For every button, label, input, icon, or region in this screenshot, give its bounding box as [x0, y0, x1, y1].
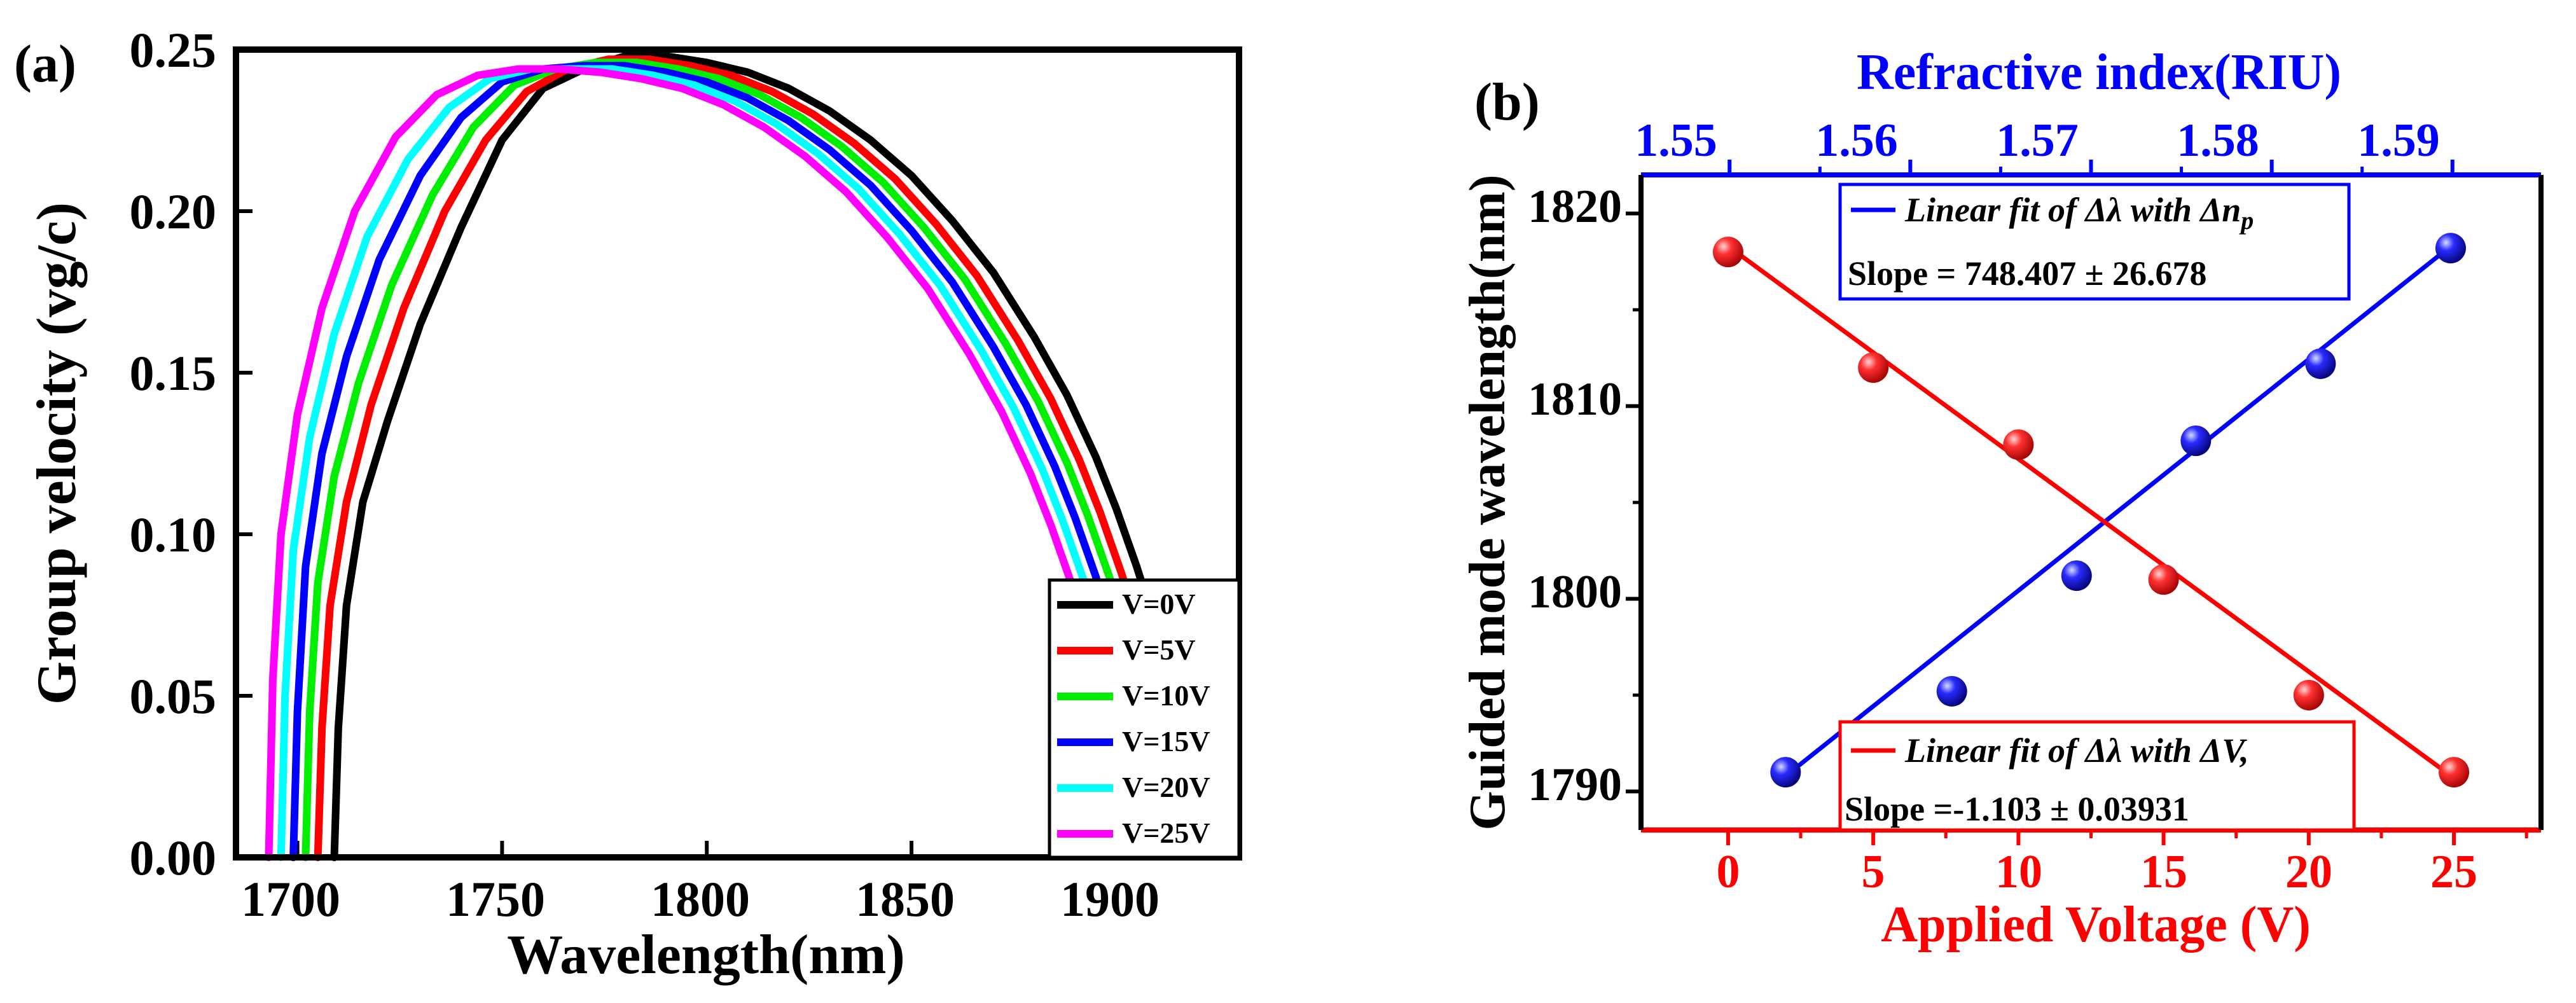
panel-a-label: (a): [14, 34, 76, 93]
x-tick-label: 15: [2140, 846, 2187, 898]
y-tick-label: 0.05: [130, 668, 217, 724]
legend-entry: V=20V: [1122, 771, 1210, 803]
panel-b-points: [1712, 233, 2470, 788]
panel-a-ticks: [236, 48, 1118, 859]
x-tick-label: 0: [1717, 846, 1740, 898]
legend: V=0V V=5V V=10V V=15V V=20V V=25V: [1048, 578, 1241, 859]
y-tick-label: 1790: [1528, 759, 1622, 811]
data-point-index: [2180, 425, 2212, 457]
panel-a-x-tick-labels: 1700 1750 1800 1850 1900: [241, 871, 1160, 927]
panel-a-y-tick-labels: 0.00 0.05 0.10 0.15 0.20 0.25: [130, 22, 217, 885]
x-tick-label: 5: [1862, 846, 1885, 898]
panel-a-curves: [265, 52, 1161, 861]
fit-legend-label: Linear fit of Δλ with Δnp: [1904, 191, 2254, 235]
x-tick-label: 25: [2430, 846, 2477, 898]
x-tick-label: 1900: [1060, 871, 1160, 927]
y-tick-label: 1820: [1528, 181, 1622, 233]
panel-a: (a) 0.00 0.05 0.10 0.15 0.20 0.25 1700 1…: [14, 22, 1242, 986]
data-point-index: [2435, 233, 2466, 264]
legend-entry: V=15V: [1122, 725, 1210, 757]
y-tick-label: 1810: [1528, 373, 1622, 425]
series-line-v-10v: [301, 59, 1133, 861]
fit-slope-text: Slope =-1.103 ± 0.03931: [1845, 790, 2189, 828]
fit-legend-label: Linear fit of Δλ with ΔV,: [1904, 731, 2249, 770]
x2-tick-label: 1.55: [1635, 114, 1717, 167]
legend-entry: V=0V: [1122, 588, 1196, 620]
y-tick-label: 0.15: [130, 345, 217, 401]
x-axis-title: Wavelength(nm): [507, 924, 905, 986]
y-tick-label: 0.00: [130, 830, 217, 885]
y-tick-label: 0.20: [130, 184, 217, 239]
y-axis-title: Group velocity (vg/c): [26, 202, 88, 705]
fit-legend-voltage: Linear fit of Δλ with ΔV, Slope =-1.103 …: [1838, 720, 2356, 832]
data-point-index: [2061, 560, 2092, 591]
panel-b-fit-lines: [1726, 244, 2456, 780]
fit-line-index: [1784, 244, 2453, 778]
panel-b-label: (b): [1474, 73, 1540, 132]
panel-b: (b) 1790 1800 1810 1820 0 5 10 15 20 25 …: [1460, 45, 2544, 953]
panel-b-top-tick-labels: 1.55 1.56 1.57 1.58 1.59: [1635, 114, 2440, 167]
fit-legend-label-main: Linear fit of Δλ with Δn: [1904, 191, 2241, 229]
x2-axis-title: Refractive index(RIU): [1857, 45, 2341, 100]
fit-legend-label-sub: p: [2239, 206, 2254, 235]
data-point-voltage: [1712, 237, 1743, 268]
x-tick-label: 1800: [651, 871, 750, 927]
x-tick-label: 1750: [446, 871, 545, 927]
data-point-voltage: [2003, 429, 2034, 460]
data-point-voltage: [2148, 564, 2179, 595]
x-tick-label: 10: [1995, 846, 2042, 898]
legend-entry: V=10V: [1122, 679, 1210, 712]
y-tick-label: 1800: [1528, 566, 1622, 618]
data-point-index: [1936, 675, 1967, 707]
fit-legend-box: [1838, 720, 2356, 832]
x2-tick-label: 1.56: [1815, 114, 1898, 167]
legend-box: [1048, 578, 1241, 859]
data-point-index: [2305, 348, 2336, 379]
x-tick-label: 1700: [241, 871, 340, 927]
x-axis-title: Applied Voltage (V): [1881, 897, 2311, 953]
legend-entry: V=5V: [1122, 633, 1196, 666]
panel-b-bottom-tick-labels: 0 5 10 15 20 25: [1717, 846, 2478, 898]
x-tick-label: 20: [2285, 846, 2332, 898]
series-line-v-15v: [289, 62, 1116, 861]
series-line-v-5v: [314, 55, 1145, 861]
panel-b-y-tick-labels: 1790 1800 1810 1820: [1528, 181, 1622, 811]
y-tick-label: 0.10: [130, 507, 217, 562]
series-line-v-0v: [330, 52, 1161, 861]
series-line-v-20v: [277, 65, 1104, 861]
x2-tick-label: 1.59: [2357, 114, 2440, 167]
data-point-voltage: [2439, 757, 2470, 788]
x-tick-label: 1850: [855, 871, 955, 927]
x2-tick-label: 1.57: [1996, 114, 2079, 167]
fit-line-voltage: [1726, 244, 2456, 780]
panel-a-frame: [233, 46, 1242, 861]
data-point-index: [1770, 757, 1801, 788]
legend-entry: V=25V: [1122, 817, 1210, 849]
legend-swatches: [1057, 601, 1113, 838]
data-point-voltage: [2293, 679, 2324, 710]
data-point-voltage: [1858, 352, 1889, 383]
series-line-v-25v: [265, 65, 1091, 861]
fit-slope-text: Slope = 748.407 ± 26.678: [1848, 254, 2206, 293]
x2-tick-label: 1.58: [2177, 114, 2259, 167]
y-axis-title: Guided mode wavelength(nm): [1460, 174, 1516, 830]
y-tick-label: 0.25: [130, 22, 217, 78]
fit-legend-box: [1838, 183, 2351, 301]
fit-legend-index: Linear fit of Δλ with Δnp Slope = 748.40…: [1838, 183, 2351, 301]
